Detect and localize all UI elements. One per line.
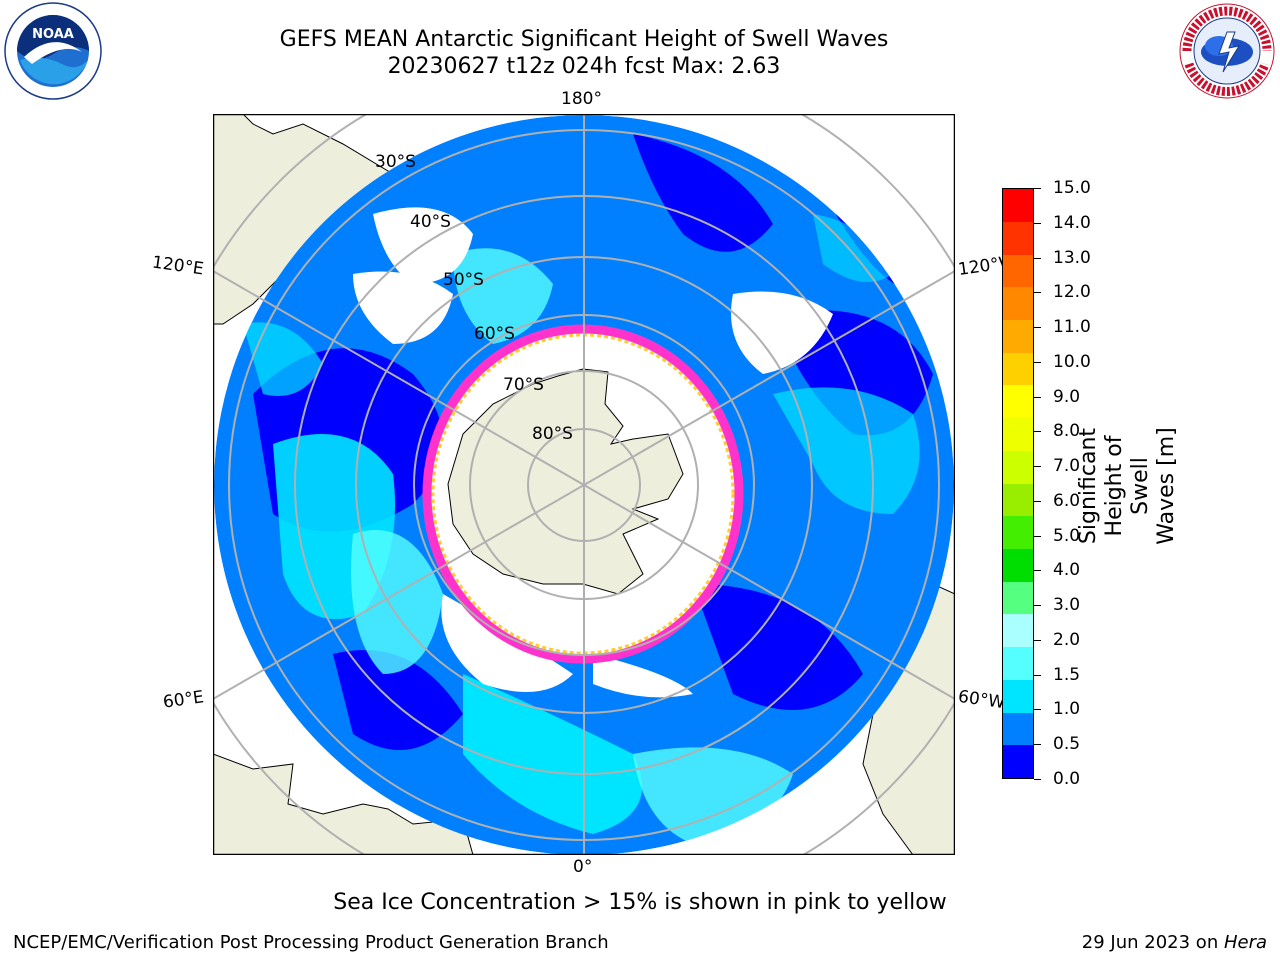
footer-producer: NCEP/EMC/Verification Post Processing Pr… bbox=[13, 932, 609, 953]
colorbar-tick-label: 1.5 bbox=[1053, 664, 1081, 685]
colorbar-tick-mark bbox=[1034, 188, 1041, 189]
colorbar-tick-label: 3.0 bbox=[1053, 595, 1081, 616]
colorbar-tick-mark bbox=[1034, 535, 1041, 537]
colorbar-segment bbox=[1003, 483, 1033, 517]
antarctic-map bbox=[213, 114, 955, 855]
lat-label-70s: 70°S bbox=[503, 375, 544, 395]
map-subtitle: 20230627 t12z 024h fcst Max: 2.63 bbox=[387, 54, 781, 79]
lon-label-60w: 60°W bbox=[956, 686, 1007, 714]
colorbar-tick-label: 11.0 bbox=[1053, 317, 1091, 338]
colorbar-segment bbox=[1003, 745, 1033, 778]
colorbar-segment bbox=[1003, 189, 1033, 222]
colorbar-tick-mark bbox=[1034, 605, 1041, 607]
lat-label-50s: 50°S bbox=[443, 270, 484, 290]
colorbar-label: Significant Height of Swell Waves [m] bbox=[1076, 427, 1179, 545]
colorbar-tick-label: 0.0 bbox=[1053, 769, 1081, 789]
colorbar bbox=[1002, 188, 1034, 779]
national-weather-service-logo bbox=[1179, 3, 1275, 99]
lon-label-60e: 60°E bbox=[161, 687, 206, 713]
noaa-logo: NOAA bbox=[4, 2, 102, 100]
colorbar-tick-mark bbox=[1034, 292, 1041, 294]
footer-date: 29 Jun 2023 on Hera bbox=[1081, 932, 1267, 953]
colorbar-tick-mark bbox=[1034, 361, 1041, 363]
colorbar-tick-label: 4.0 bbox=[1053, 560, 1081, 581]
lon-label-180: 180° bbox=[561, 89, 602, 109]
colorbar-segment bbox=[1003, 581, 1033, 615]
colorbar-tick-mark bbox=[1034, 744, 1041, 746]
colorbar-segment bbox=[1003, 352, 1033, 386]
colorbar-tick-mark bbox=[1034, 396, 1041, 398]
colorbar-tick-mark bbox=[1034, 500, 1041, 502]
colorbar-tick-label: 7.0 bbox=[1053, 456, 1081, 477]
colorbar-tick-label: 1.0 bbox=[1053, 699, 1081, 720]
colorbar-tick-label: 6.0 bbox=[1053, 490, 1081, 511]
colorbar-tick-label: 0.5 bbox=[1053, 734, 1081, 755]
land-africa bbox=[213, 753, 474, 855]
colorbar-tick-mark bbox=[1034, 431, 1041, 433]
colorbar-tick-label: 14.0 bbox=[1053, 212, 1091, 233]
colorbar-segment bbox=[1003, 516, 1033, 549]
colorbar-tick-label: 10.0 bbox=[1053, 351, 1091, 372]
lat-label-80s: 80°S bbox=[532, 424, 573, 444]
colorbar-tick-mark bbox=[1034, 709, 1041, 711]
colorbar-tick-label: 12.0 bbox=[1053, 282, 1091, 303]
colorbar-segment bbox=[1003, 319, 1033, 353]
colorbar-tick-label: 8.0 bbox=[1053, 421, 1081, 442]
colorbar-tick-mark bbox=[1034, 570, 1041, 572]
land-antarctica bbox=[447, 368, 684, 595]
colorbar-tick-mark bbox=[1034, 222, 1041, 224]
colorbar-tick-label: 5.0 bbox=[1053, 525, 1081, 546]
colorbar-segment bbox=[1003, 254, 1033, 288]
lat-label-30s: 30°S bbox=[375, 152, 416, 172]
lat-label-40s: 40°S bbox=[410, 212, 451, 232]
map-title: GEFS MEAN Antarctic Significant Height o… bbox=[279, 27, 889, 52]
colorbar-tick-mark bbox=[1034, 327, 1041, 329]
colorbar-segment bbox=[1003, 614, 1033, 648]
colorbar-tick-label: 15.0 bbox=[1053, 178, 1091, 198]
colorbar-segment bbox=[1003, 712, 1033, 746]
lon-label-0: 0° bbox=[573, 857, 593, 877]
colorbar-segment bbox=[1003, 418, 1033, 451]
sea-ice-caption: Sea Ice Concentration > 15% is shown in … bbox=[333, 890, 947, 915]
colorbar-segment bbox=[1003, 287, 1033, 320]
colorbar-segment bbox=[1003, 548, 1033, 582]
colorbar-tick-label: 13.0 bbox=[1053, 247, 1091, 268]
colorbar-segment bbox=[1003, 385, 1033, 419]
colorbar-tick-label: 2.0 bbox=[1053, 629, 1081, 650]
lat-label-60s: 60°S bbox=[474, 324, 515, 344]
colorbar-tick-label: 9.0 bbox=[1053, 386, 1081, 407]
colorbar-tick-mark bbox=[1034, 639, 1041, 641]
colorbar-tick-mark bbox=[1034, 466, 1041, 468]
colorbar-segment bbox=[1003, 221, 1033, 255]
colorbar-tick-mark bbox=[1034, 779, 1041, 780]
colorbar-tick-mark bbox=[1034, 257, 1041, 259]
colorbar-segment bbox=[1003, 647, 1033, 680]
svg-text:NOAA: NOAA bbox=[32, 27, 74, 42]
colorbar-tick-mark bbox=[1034, 674, 1041, 676]
colorbar-segment bbox=[1003, 679, 1033, 713]
lon-label-120e: 120°E bbox=[150, 252, 205, 280]
colorbar-segment bbox=[1003, 450, 1033, 484]
